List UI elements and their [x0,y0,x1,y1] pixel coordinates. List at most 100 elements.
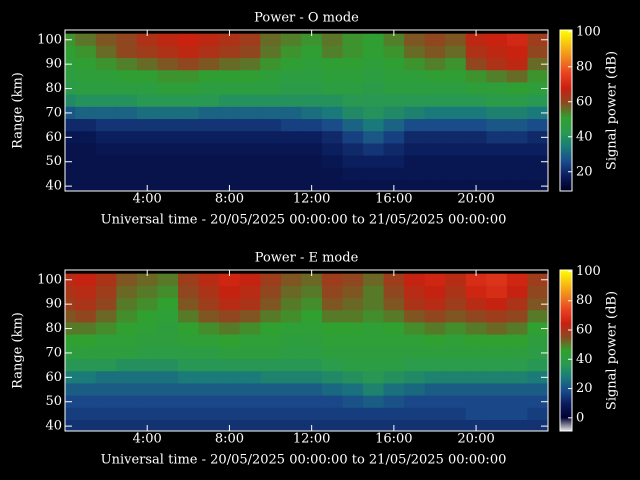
heat-cell [342,58,364,71]
heat-cell [75,119,97,132]
heat-cell [75,420,97,431]
heat-cell [260,395,282,409]
heat-cell [65,45,76,59]
heat-cell [75,70,97,83]
heat-cell [239,395,261,409]
heat-cell [363,322,385,336]
heat-cell [424,395,446,409]
heat-cell [75,359,97,372]
heat-cell [527,285,548,299]
heat-cell [301,45,323,59]
heat-cell [527,94,548,108]
y-tick-label: 90 [45,57,62,72]
heat-cell [95,310,117,323]
heat-cell [280,180,302,191]
heat-cell [95,82,117,96]
heat-cell [178,33,200,47]
heat-cell [198,155,220,169]
heat-cell [260,33,282,47]
heat-cell [157,407,179,421]
heat-cell [506,33,528,47]
heat-cell [280,371,302,384]
heat-cell [219,273,241,287]
heat-cell [506,94,528,108]
heat-cell [363,334,385,348]
heat-cell [136,143,158,157]
heat-cell [465,407,487,421]
heat-cell [239,106,261,120]
heat-cell [136,322,158,336]
heat-cell [260,167,282,181]
heat-cell [465,322,487,336]
heat-cell [116,58,138,71]
heat-cell [219,94,241,108]
colorbar-tick-label: 60 [576,94,593,109]
heat-cell [95,334,117,348]
heat-cell [445,420,467,431]
heat-cell [321,273,343,287]
heat-cell [465,285,487,299]
heat-cell [383,45,405,59]
heat-cell [260,407,282,421]
heat-cell [116,298,138,311]
heat-cell [178,106,200,120]
heat-cell [260,82,282,96]
heat-cell [75,322,97,336]
y-tick-label: 40 [45,419,62,434]
heat-cell [424,106,446,120]
heat-cell [178,310,200,323]
heat-cell [506,407,528,421]
heat-cell [506,359,528,372]
heat-cell [219,334,241,348]
heat-cell [363,285,385,299]
heat-cell [383,371,405,384]
heat-cell [445,155,467,169]
heat-cell [136,371,158,384]
heat-cell [321,407,343,421]
heat-cell [527,322,548,336]
heat-cell [157,143,179,157]
heat-cell [363,131,385,144]
heat-cell [506,143,528,157]
heat-cell [95,143,117,157]
heat-cell [486,395,508,409]
heat-cell [383,155,405,169]
heat-cell [321,119,343,132]
heat-cell [321,420,343,431]
colorbar-tick-label: 40 [576,352,593,367]
heat-cell [95,298,117,311]
heat-cell [157,334,179,348]
y-tick-label: 70 [45,345,62,360]
heat-cell [321,383,343,397]
heat-cell [465,119,487,132]
heat-cell [198,82,220,96]
heat-cell [178,359,200,372]
y-tick-label: 40 [45,179,62,194]
heat-cell [342,346,364,360]
heat-cell [363,395,385,409]
heat-cell [178,298,200,311]
heat-cell [260,131,282,144]
chart-title: Power - O mode [254,11,359,26]
heat-cell [527,334,548,348]
heat-cell [116,359,138,372]
heat-cell [301,94,323,108]
heat-cell [95,180,117,191]
heat-cell [95,155,117,169]
heat-cell [75,334,97,348]
heat-cell [465,58,487,71]
heat-cell [424,131,446,144]
heat-cell [321,180,343,191]
heat-cell [260,359,282,372]
heat-cell [465,395,487,409]
heat-cell [95,395,117,409]
heat-cell [95,33,117,47]
heat-cell [465,143,487,157]
heat-cell [445,334,467,348]
heat-cell [75,33,97,47]
heat-cell [239,285,261,299]
heat-cell [178,285,200,299]
heat-cell [342,155,364,169]
x-tick-label: 4:00 [133,192,162,207]
heat-cell [136,334,158,348]
